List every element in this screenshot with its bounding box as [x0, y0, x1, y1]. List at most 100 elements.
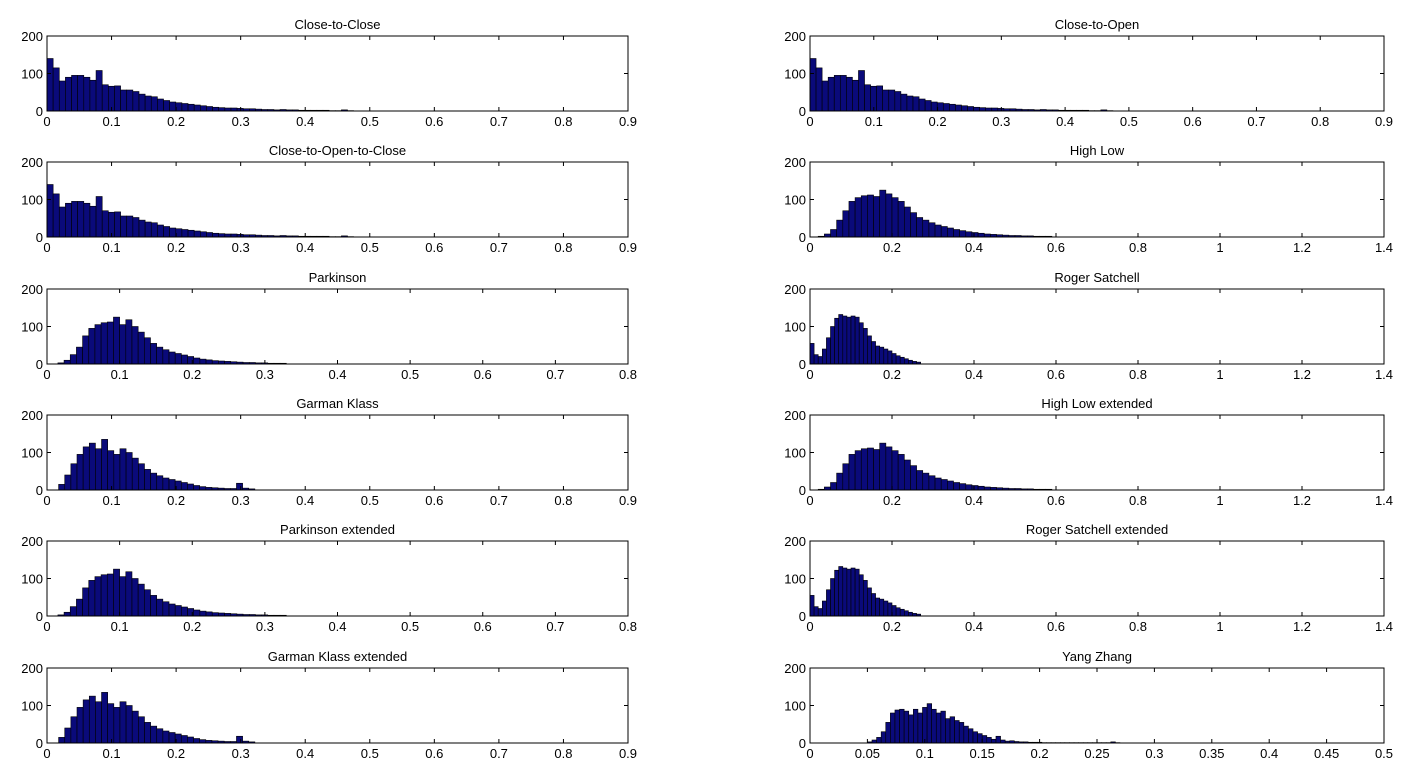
- x-tick-label: 0.8: [554, 240, 572, 255]
- x-tick-label: 1: [1216, 367, 1223, 382]
- x-tick-label: 0.3: [256, 619, 274, 634]
- histogram-bar: [174, 353, 182, 365]
- x-tick-label: 0: [43, 240, 50, 255]
- histogram-bar: [138, 219, 146, 238]
- y-tick-label: 100: [21, 446, 43, 461]
- histogram-bar: [76, 454, 84, 491]
- histogram-bar: [113, 568, 120, 617]
- histogram-bar: [836, 219, 844, 238]
- histogram-bar: [979, 107, 987, 112]
- x-tick-label: 0.1: [865, 114, 883, 129]
- histogram-bar: [947, 480, 954, 491]
- x-tick-label: 0.9: [1375, 114, 1393, 129]
- x-tick-label: 1: [1216, 240, 1223, 255]
- histogram-bar: [76, 707, 84, 744]
- y-tick-label: 200: [21, 29, 43, 44]
- histogram-bar: [953, 229, 960, 238]
- histogram-bar: [199, 358, 207, 365]
- histogram-bar: [995, 735, 1001, 744]
- histogram-bar: [860, 448, 868, 491]
- histogram-bar: [144, 95, 152, 112]
- histogram-bar: [891, 353, 897, 365]
- histogram-bar: [89, 205, 97, 238]
- histogram-bar: [940, 479, 948, 491]
- histogram-bar: [891, 197, 899, 238]
- y-tick-label: 0: [799, 230, 806, 245]
- histogram-bar: [848, 201, 856, 238]
- histogram-bar: [882, 89, 890, 112]
- histogram-bar: [76, 598, 83, 617]
- histogram-bar: [873, 449, 880, 491]
- histogram-bar: [88, 695, 96, 744]
- histogram-bar: [903, 358, 909, 365]
- histogram-bar: [971, 485, 979, 491]
- histogram-bar: [125, 319, 133, 365]
- histogram-bar: [236, 735, 243, 744]
- histogram-bar: [867, 447, 874, 491]
- histogram-panel: 0 0.2 0.4 0.6 0.8 1 1.2 1.4 0 100 200 High Low exte…: [784, 396, 1393, 508]
- y-tick-label: 100: [21, 572, 43, 587]
- histogram-bar: [838, 314, 844, 365]
- chart-title: High Low: [1070, 143, 1125, 158]
- x-tick-label: 0.2: [883, 240, 901, 255]
- x-tick-label: 0.6: [474, 367, 492, 382]
- histogram-bar: [95, 701, 102, 744]
- histogram-bar: [89, 79, 97, 112]
- chart-title: Parkinson extended: [280, 522, 395, 537]
- histogram-bar: [913, 708, 919, 744]
- x-tick-label: 0.3: [232, 114, 250, 129]
- chart-title: Garman Klass extended: [268, 649, 407, 664]
- histogram-bar: [991, 738, 997, 744]
- histogram-bar: [883, 600, 889, 617]
- histogram-bar: [193, 230, 201, 238]
- y-tick-label: 0: [36, 104, 43, 119]
- histogram-panel: 0 0.1 0.2 0.3 0.4 0.5 0.6 0.7 0.8 0.9 0 100 200 Garma…: [21, 396, 637, 508]
- x-tick-label: 1: [1216, 493, 1223, 508]
- histogram-bar: [156, 346, 164, 365]
- histogram-bar: [174, 605, 182, 617]
- histogram-bar: [131, 457, 139, 491]
- histogram-bar: [119, 324, 127, 365]
- x-tick-label: 0: [806, 367, 813, 382]
- histogram-bar: [119, 701, 127, 744]
- chart-title: Parkinson: [309, 270, 367, 285]
- x-tick-label: 0.2: [167, 746, 185, 761]
- histogram-bar: [193, 485, 200, 491]
- x-tick-label: 0.45: [1314, 746, 1339, 761]
- histogram-bar: [959, 483, 967, 491]
- x-tick-label: 0.4: [328, 367, 346, 382]
- histogram-bar: [187, 103, 195, 112]
- histogram-bar: [58, 206, 66, 238]
- histogram-bar: [205, 359, 213, 365]
- histogram-bar: [131, 326, 139, 365]
- histogram-bar: [852, 79, 859, 112]
- x-tick-label: 0.1: [111, 367, 129, 382]
- histogram-bar: [106, 573, 114, 617]
- histogram-bar: [903, 206, 911, 238]
- histogram-bar: [113, 454, 121, 491]
- histogram-bar: [826, 337, 831, 365]
- histogram-bar: [206, 232, 213, 238]
- x-tick-label: 0.3: [256, 367, 274, 382]
- histogram-bar: [88, 328, 96, 365]
- histogram-bar: [107, 703, 115, 744]
- histogram-bar: [180, 482, 188, 491]
- x-tick-label: 0.5: [401, 367, 419, 382]
- histogram-bar: [114, 85, 121, 112]
- histogram-bar: [922, 472, 930, 491]
- x-tick-label: 0.1: [111, 619, 129, 634]
- x-tick-label: 0.3: [1145, 746, 1163, 761]
- histogram-bar: [187, 229, 195, 238]
- histogram-bar: [897, 201, 905, 238]
- histogram-bar: [972, 731, 978, 744]
- chart-title: Garman Klass: [296, 396, 379, 411]
- histogram-bar: [887, 602, 893, 617]
- histogram-bar: [101, 84, 109, 112]
- histogram-bar: [947, 227, 954, 238]
- histogram-bar: [830, 578, 835, 617]
- histogram-bar: [977, 485, 985, 491]
- histogram-bar: [880, 731, 887, 744]
- histogram-bar: [193, 357, 201, 365]
- histogram-bar: [834, 569, 839, 617]
- y-tick-label: 100: [784, 572, 806, 587]
